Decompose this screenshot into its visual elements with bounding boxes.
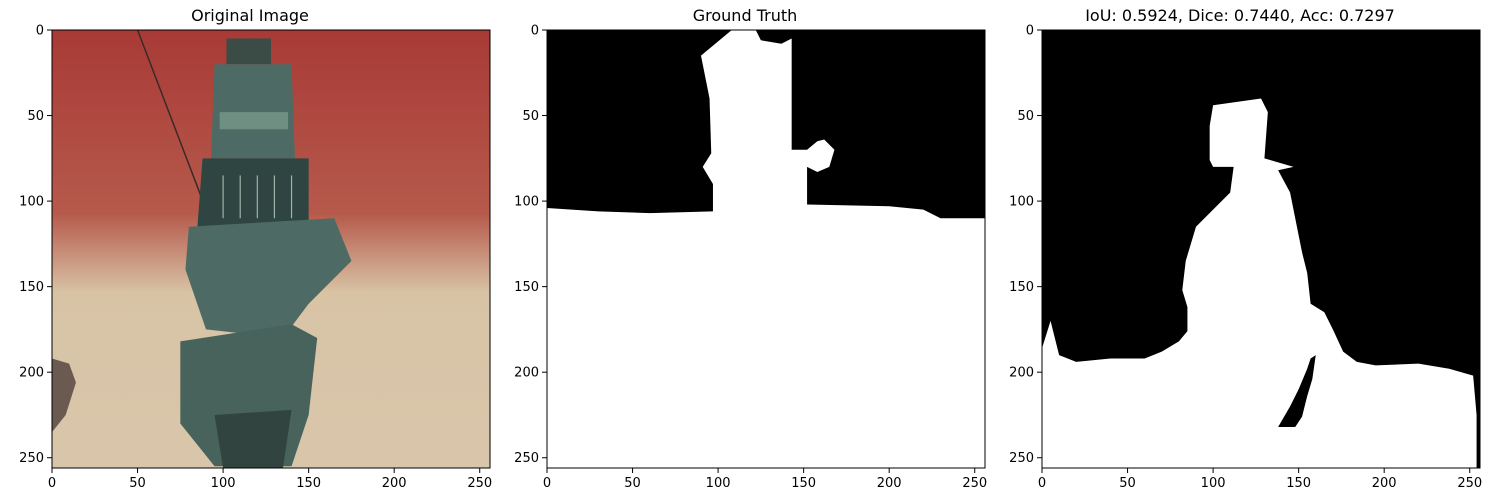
y-tick-label: 50 [522, 109, 539, 124]
panel-ground-truth: Ground Truth 0 50 100 150 200 250 0 50 100 150 200… [495, 0, 995, 500]
panel-title: IoU: 0.5924, Dice: 0.7440, Acc: 0.7297 [1085, 6, 1395, 25]
y-tick-label: 150 [19, 280, 44, 295]
x-tick-label: 200 [1372, 476, 1397, 491]
y-tick-label: 100 [514, 195, 539, 210]
y-tick-label: 0 [1026, 24, 1034, 39]
x-tick-label: 100 [1201, 476, 1226, 491]
axes: 0 50 100 150 200 250 0 50 100 150 200 250 [514, 24, 987, 492]
axes-frame [1041, 29, 1481, 469]
axes: 0 50 100 150 200 250 0 50 100 150 200 250 [1009, 24, 1482, 492]
bow-shadow [214, 409, 292, 468]
y-tick-label: 100 [19, 195, 44, 210]
x-tick-label: 0 [48, 476, 56, 491]
axes-frame [546, 29, 986, 469]
axes-frame [51, 29, 491, 469]
y-tick-label: 250 [19, 451, 44, 466]
image-area [52, 30, 490, 468]
x-tick-label: 250 [467, 476, 492, 491]
cable-line [136, 30, 211, 219]
y-tick-label: 0 [36, 24, 44, 39]
image-area [547, 30, 985, 468]
axes: 0 50 100 150 200 250 0 50 100 150 200 250 [19, 24, 492, 492]
x-tick-label: 250 [1457, 476, 1482, 491]
mask-foreground [1042, 98, 1477, 468]
rock-left [52, 358, 76, 433]
panel-original: Original Image 0 50 100 150 200 250 0 50 100 150 2… [0, 0, 500, 500]
x-tick-label: 50 [1119, 476, 1136, 491]
x-tick-label: 0 [1038, 476, 1046, 491]
y-tick-label: 200 [19, 366, 44, 381]
panel-title: Original Image [191, 6, 309, 25]
deck [185, 218, 352, 338]
y-tick-label: 250 [514, 451, 539, 466]
wheelhouse-stripe [219, 112, 289, 130]
y-tick-label: 200 [514, 366, 539, 381]
y-tick-label: 150 [514, 280, 539, 295]
wheelhouse [211, 64, 295, 159]
image-area [1042, 30, 1480, 468]
x-tick-label: 250 [962, 476, 987, 491]
x-tick-label: 100 [211, 476, 236, 491]
x-tick-label: 50 [624, 476, 641, 491]
y-tick-label: 50 [27, 109, 44, 124]
panel-ground-truth-svg: 0 50 100 150 200 250 0 50 100 150 200 250 [514, 24, 987, 492]
panel-title: Ground Truth [692, 6, 798, 25]
x-tick-label: 150 [791, 476, 816, 491]
x-tick-label: 200 [382, 476, 407, 491]
y-tick-label: 250 [1009, 451, 1034, 466]
cabin [197, 158, 309, 227]
x-tick-label: 150 [296, 476, 321, 491]
panel-original-svg: 0 50 100 150 200 250 0 50 100 150 200 250 [19, 24, 492, 492]
x-tick-label: 50 [129, 476, 146, 491]
y-tick-label: 50 [1017, 109, 1034, 124]
y-tick-label: 100 [1009, 195, 1034, 210]
panel-prediction: IoU: 0.5924, Dice: 0.7440, Acc: 0.7297 0… [990, 0, 1490, 500]
mask-foreground [547, 30, 985, 468]
x-tick-label: 200 [877, 476, 902, 491]
y-tick-label: 150 [1009, 280, 1034, 295]
y-tick-label: 200 [1009, 366, 1034, 381]
x-tick-label: 0 [543, 476, 551, 491]
panel-prediction-svg: 0 50 100 150 200 250 0 50 100 150 200 250 [1009, 24, 1482, 492]
y-tick-label: 0 [531, 24, 539, 39]
x-tick-label: 100 [706, 476, 731, 491]
mast-top [226, 38, 271, 65]
mask-hole [1278, 355, 1316, 427]
x-tick-label: 150 [1286, 476, 1311, 491]
